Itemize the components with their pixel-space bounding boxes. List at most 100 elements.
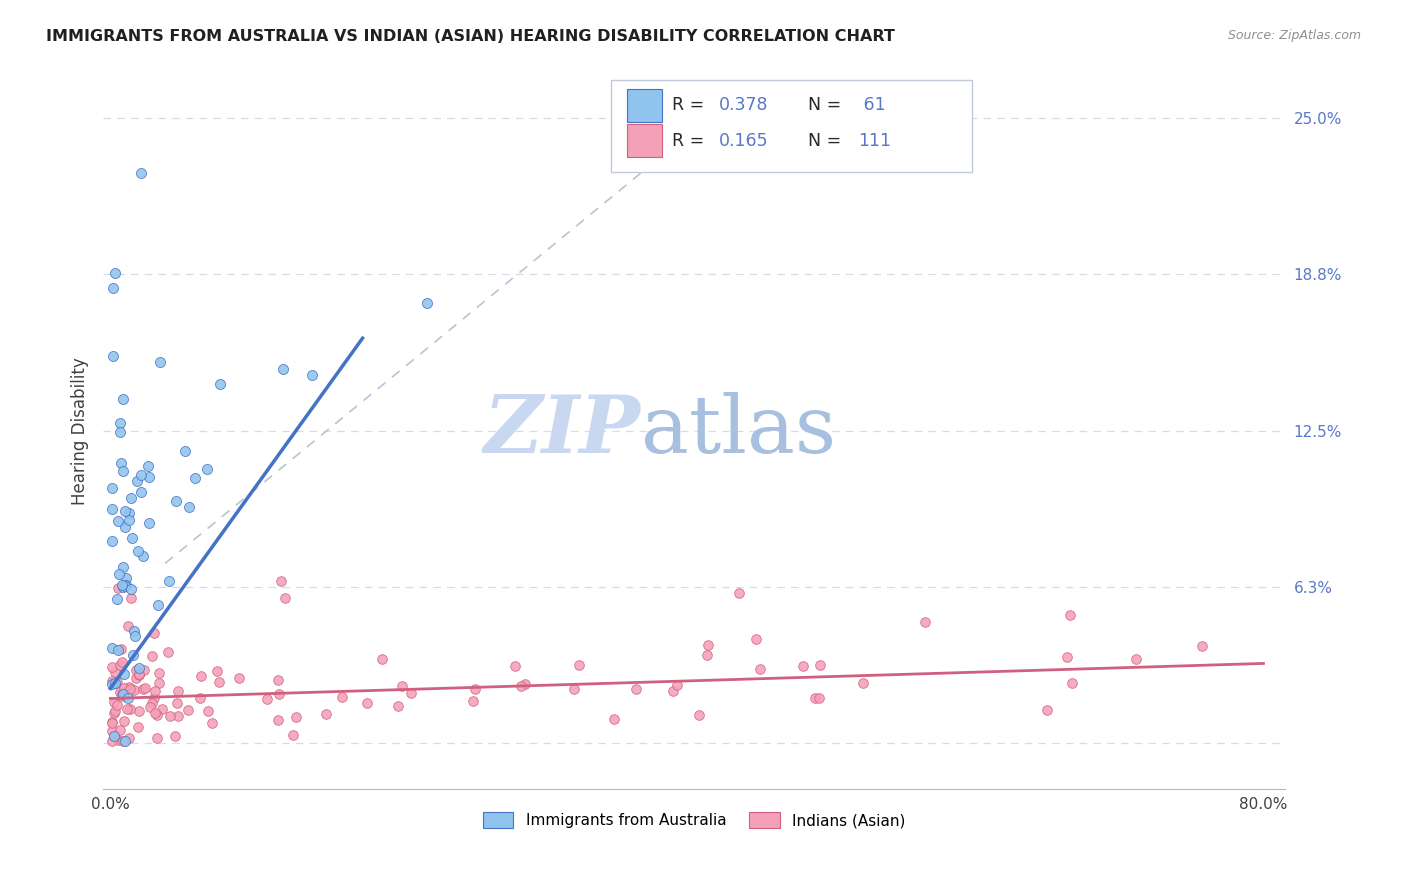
Point <box>183 471 205 485</box>
Point <box>852 676 875 690</box>
Point <box>118 513 141 527</box>
Point <box>107 733 129 747</box>
Point <box>228 671 250 685</box>
Point <box>284 709 307 723</box>
Point <box>914 615 936 629</box>
Point <box>138 516 160 531</box>
Text: N =: N = <box>807 132 846 150</box>
Point <box>267 713 290 727</box>
Point <box>101 677 124 691</box>
Point <box>195 461 218 475</box>
Point <box>101 673 124 688</box>
Point <box>166 696 188 710</box>
Point <box>112 734 135 748</box>
FancyBboxPatch shape <box>612 80 972 172</box>
Text: Source: ZipAtlas.com: Source: ZipAtlas.com <box>1227 29 1361 42</box>
Point <box>143 684 166 698</box>
Point <box>101 281 124 295</box>
Point <box>127 474 149 488</box>
Point <box>107 582 129 596</box>
Point <box>391 679 413 693</box>
Point <box>745 632 768 647</box>
Point <box>141 696 163 710</box>
Point <box>166 684 188 698</box>
Point <box>1036 703 1059 717</box>
Point <box>804 690 827 705</box>
Point <box>143 626 166 640</box>
Point <box>117 619 139 633</box>
Point <box>208 377 231 392</box>
Point <box>128 661 150 675</box>
Point <box>464 682 486 697</box>
Y-axis label: Hearing Disability: Hearing Disability <box>72 357 89 505</box>
Point <box>174 443 197 458</box>
Point <box>208 674 231 689</box>
Point <box>129 467 152 482</box>
Point <box>190 668 212 682</box>
Point <box>111 560 134 574</box>
Point <box>188 690 211 705</box>
Point <box>661 684 683 698</box>
Point <box>125 671 148 685</box>
Point <box>101 660 124 674</box>
Point <box>267 687 290 701</box>
Point <box>121 648 143 663</box>
Point <box>118 681 141 696</box>
Text: 111: 111 <box>859 132 891 150</box>
Point <box>165 494 187 508</box>
Point <box>101 640 124 655</box>
Point <box>157 574 180 588</box>
Point <box>103 695 125 709</box>
Point <box>118 506 141 520</box>
Point <box>101 533 124 548</box>
Point <box>513 677 536 691</box>
Point <box>111 655 134 669</box>
Point <box>104 704 127 718</box>
Point <box>101 716 124 731</box>
Point <box>101 501 124 516</box>
Point <box>110 641 132 656</box>
Point <box>136 458 159 473</box>
Point <box>1060 676 1083 690</box>
Point <box>697 638 720 652</box>
Point <box>1125 652 1147 666</box>
Point <box>1056 649 1078 664</box>
Point <box>271 361 294 376</box>
Point <box>132 682 155 697</box>
Text: R =: R = <box>672 96 710 114</box>
Point <box>127 544 149 558</box>
Point <box>143 706 166 720</box>
Point <box>1059 608 1081 623</box>
Point <box>103 706 125 721</box>
Point <box>728 586 751 600</box>
Point <box>112 688 135 702</box>
Point <box>114 734 136 748</box>
Point <box>503 658 526 673</box>
FancyBboxPatch shape <box>627 125 662 157</box>
Point <box>118 731 141 745</box>
Point <box>101 724 124 739</box>
Text: R =: R = <box>672 132 710 150</box>
Point <box>112 714 135 729</box>
Text: 61: 61 <box>859 96 886 114</box>
Text: 0.165: 0.165 <box>718 132 769 150</box>
Point <box>101 734 124 748</box>
Point <box>107 675 129 690</box>
Point <box>148 666 170 681</box>
Point <box>399 686 422 700</box>
Point <box>114 504 136 518</box>
Point <box>165 729 187 743</box>
Point <box>315 706 337 721</box>
Point <box>111 580 134 594</box>
Point <box>114 579 136 593</box>
Point <box>510 679 533 693</box>
Point <box>177 704 200 718</box>
Point <box>103 665 125 680</box>
Point <box>111 689 134 703</box>
Point <box>101 715 124 730</box>
Point <box>108 685 131 699</box>
Legend: Immigrants from Australia, Indians (Asian): Immigrants from Australia, Indians (Asia… <box>477 806 911 835</box>
Text: atlas: atlas <box>641 392 837 470</box>
Point <box>139 699 162 714</box>
Point <box>267 673 290 687</box>
